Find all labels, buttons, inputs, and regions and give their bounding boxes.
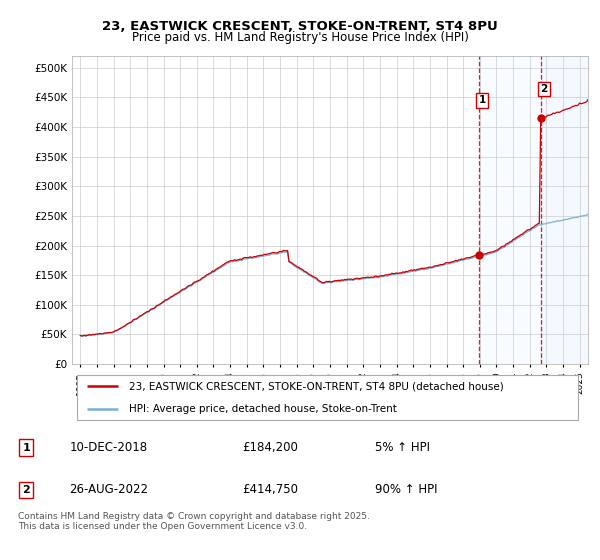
Text: HPI: Average price, detached house, Stoke-on-Trent: HPI: Average price, detached house, Stok…: [129, 404, 397, 414]
Text: £184,200: £184,200: [242, 441, 298, 454]
Bar: [541, 56, 588, 364]
Text: 26-AUG-2022: 26-AUG-2022: [70, 483, 149, 496]
Text: 5% ↑ HPI: 5% ↑ HPI: [375, 441, 430, 454]
Text: 10-DEC-2018: 10-DEC-2018: [70, 441, 148, 454]
Text: Price paid vs. HM Land Registry's House Price Index (HPI): Price paid vs. HM Land Registry's House …: [131, 31, 469, 44]
Text: 2: 2: [23, 485, 30, 495]
Text: Contains HM Land Registry data © Crown copyright and database right 2025.
This d: Contains HM Land Registry data © Crown c…: [18, 512, 370, 531]
FancyBboxPatch shape: [77, 375, 578, 420]
Text: 2: 2: [540, 84, 548, 94]
Text: 1: 1: [23, 442, 30, 452]
Text: 90% ↑ HPI: 90% ↑ HPI: [375, 483, 437, 496]
Text: £414,750: £414,750: [242, 483, 298, 496]
Text: 23, EASTWICK CRESCENT, STOKE-ON-TRENT, ST4 8PU: 23, EASTWICK CRESCENT, STOKE-ON-TRENT, S…: [102, 20, 498, 32]
Text: 1: 1: [479, 95, 486, 105]
Text: 23, EASTWICK CRESCENT, STOKE-ON-TRENT, ST4 8PU (detached house): 23, EASTWICK CRESCENT, STOKE-ON-TRENT, S…: [129, 381, 503, 391]
Bar: [479, 56, 541, 364]
